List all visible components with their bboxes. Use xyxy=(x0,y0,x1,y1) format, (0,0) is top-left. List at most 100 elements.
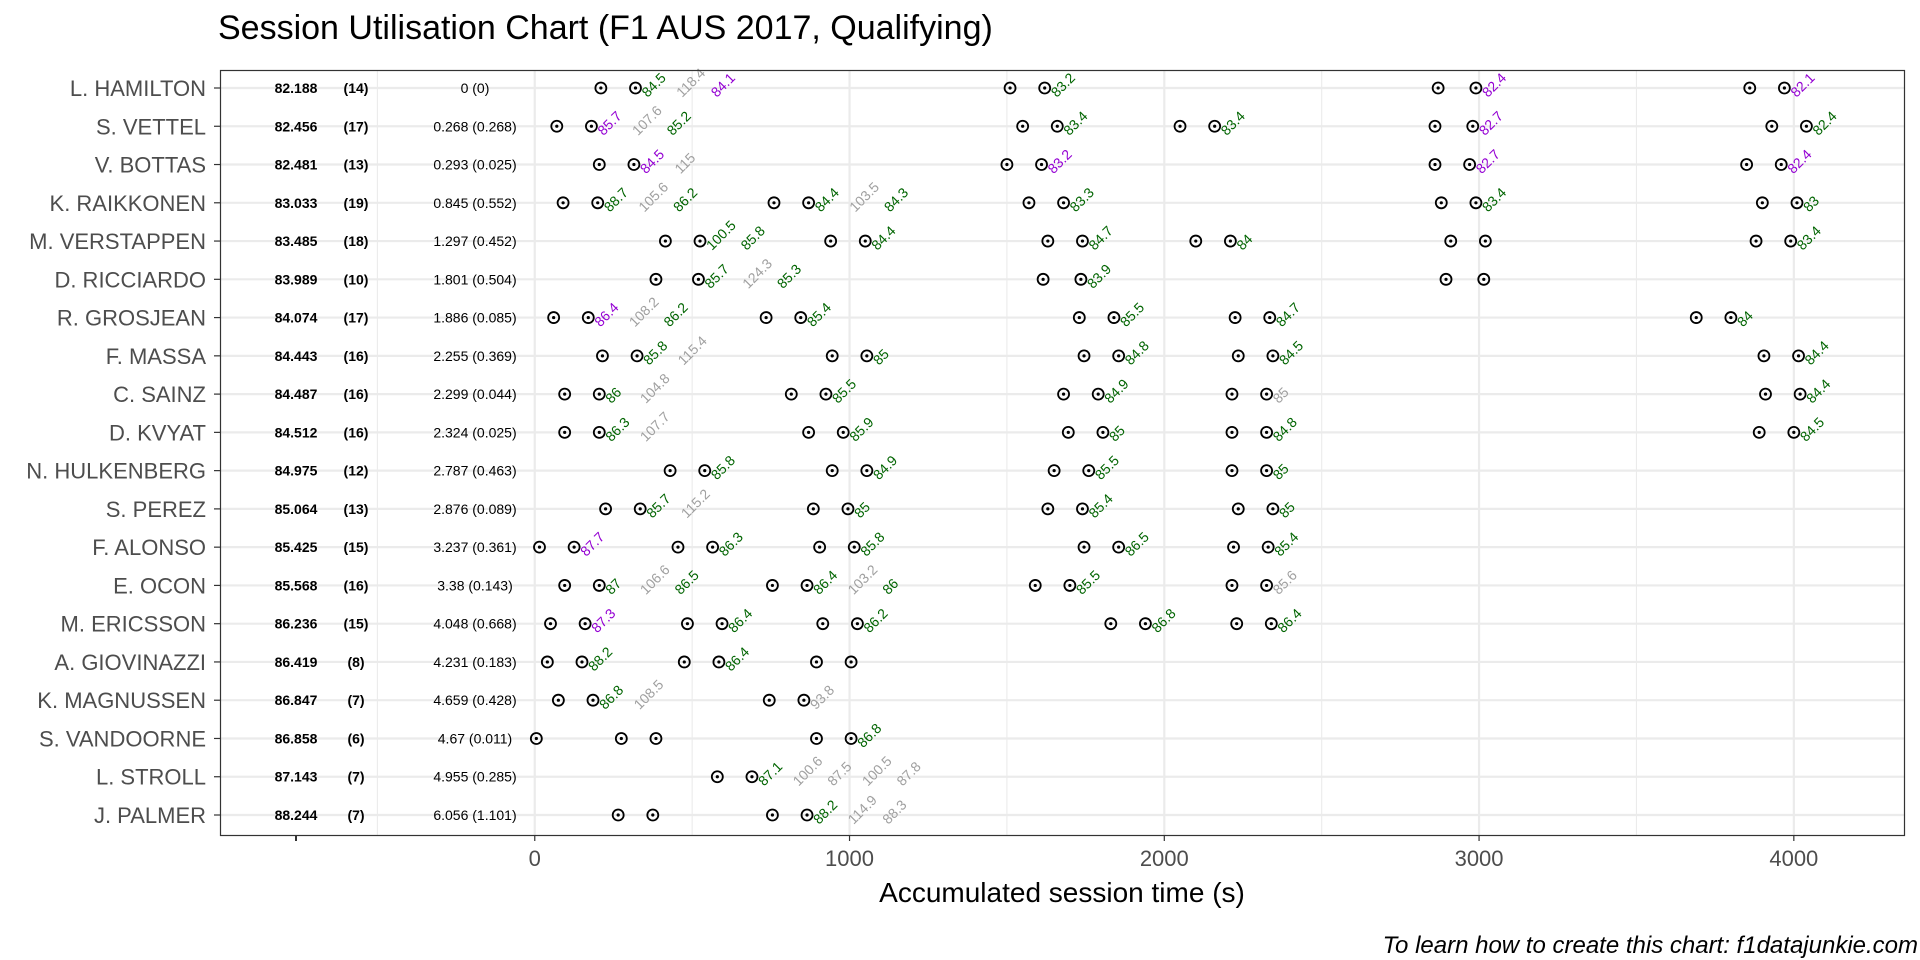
stint-marker-dot xyxy=(1230,469,1234,473)
stint-marker xyxy=(1439,272,1453,286)
best-lap-time: 82.481 xyxy=(275,157,318,173)
stint-marker xyxy=(681,617,694,631)
stint-marker xyxy=(1477,272,1491,286)
stint-marker xyxy=(1224,234,1237,248)
stint-marker xyxy=(1082,464,1096,478)
stint-marker xyxy=(698,464,712,478)
stint-marker xyxy=(759,311,773,324)
stint-marker xyxy=(1264,617,1278,631)
stint-marker-dot xyxy=(1471,124,1475,128)
stint-marker-dot xyxy=(1694,315,1698,320)
stint-marker xyxy=(592,425,606,439)
stint-marker-dot xyxy=(654,736,658,741)
stint-marker xyxy=(575,655,589,669)
stint-marker-dot xyxy=(580,660,584,664)
stint-marker-dot xyxy=(1041,277,1045,281)
gap-to-leader: 1.886 (0.085) xyxy=(433,310,516,326)
x-tick-label: 3000 xyxy=(1455,846,1504,871)
stint-marker-dot xyxy=(770,813,775,817)
lap-count: (15) xyxy=(344,539,369,555)
stint-marker xyxy=(1225,579,1239,592)
stint-marker-dot xyxy=(1792,430,1796,434)
stint-marker-dot xyxy=(1230,583,1234,588)
driver-name: R. GROSJEAN xyxy=(57,306,206,331)
lap-count: (13) xyxy=(344,501,369,517)
driver-name: L. HAMILTON xyxy=(70,76,206,101)
stint-marker-dot xyxy=(1264,469,1269,473)
stint-marker-dot xyxy=(591,698,595,702)
driver-name: J. PALMER xyxy=(94,803,206,828)
stint-marker-dot xyxy=(852,545,856,549)
stint-marker-dot xyxy=(548,622,553,626)
stint-marker-dot xyxy=(750,775,754,779)
stint-marker-dot xyxy=(805,813,809,817)
gap-to-leader: 0.268 (0.268) xyxy=(433,118,516,134)
stint-marker xyxy=(810,655,823,669)
stint-marker xyxy=(627,158,641,171)
stint-marker-dot xyxy=(555,124,559,128)
stint-marker xyxy=(1063,579,1077,592)
stint-marker-dot xyxy=(676,545,680,549)
driver-name: E. OCON xyxy=(113,573,206,598)
stint-marker-dot xyxy=(1757,430,1761,434)
stint-marker-dot xyxy=(1230,392,1234,396)
stint-marker xyxy=(1777,81,1791,95)
stint-marker-dot xyxy=(1433,124,1437,128)
stint-marker-dot xyxy=(1235,622,1239,626)
lap-count: (16) xyxy=(344,577,369,593)
stint-marker xyxy=(592,579,606,592)
stint-marker xyxy=(630,349,644,363)
stint-marker xyxy=(693,234,707,248)
stint-marker-dot xyxy=(651,813,655,817)
stint-marker-dot xyxy=(1474,86,1478,90)
stint-marker-dot xyxy=(807,430,811,434)
driver-name: S. VANDOORNE xyxy=(39,726,206,751)
stint-marker-dot xyxy=(633,86,638,90)
best-lap-time: 86.847 xyxy=(275,692,318,708)
stint-marker xyxy=(550,119,564,133)
stint-marker xyxy=(844,655,858,669)
best-lap-time: 84.512 xyxy=(275,424,318,440)
stint-marker-dot xyxy=(824,392,828,396)
stint-marker-dot xyxy=(597,430,601,434)
stint-marker-dot xyxy=(556,698,560,702)
stint-marker xyxy=(529,732,543,745)
stint-marker xyxy=(1266,502,1280,516)
stint-marker xyxy=(802,196,816,210)
best-lap-time: 85.425 xyxy=(275,539,318,555)
stint-marker xyxy=(592,158,606,171)
stint-marker xyxy=(1260,464,1273,478)
stint-marker xyxy=(1434,196,1448,210)
stint-marker-dot xyxy=(1796,354,1801,358)
stint-marker xyxy=(825,349,839,363)
stint-marker-dot xyxy=(534,736,538,741)
stint-marker-dot xyxy=(805,583,809,588)
lap-count: (16) xyxy=(344,348,369,364)
stint-marker xyxy=(1036,272,1050,286)
stint-marker xyxy=(1227,540,1240,554)
stint-marker-dot xyxy=(599,86,603,90)
stint-marker-dot xyxy=(616,813,620,817)
stint-marker-dot xyxy=(1021,124,1025,128)
stint-marker xyxy=(858,234,872,248)
stint-marker-dot xyxy=(1269,622,1273,626)
x-tick-label: 4000 xyxy=(1769,846,1818,871)
stint-marker xyxy=(592,387,606,401)
stint-marker-dot xyxy=(799,315,803,320)
stint-marker-dot xyxy=(865,354,869,358)
stint-marker-dot xyxy=(1052,469,1056,473)
stint-marker xyxy=(558,387,572,401)
stint-marker-dot xyxy=(1233,315,1237,320)
stint-marker xyxy=(558,425,572,439)
gap-to-leader: 4.955 (0.285) xyxy=(433,769,516,785)
stint-marker-dot xyxy=(561,201,565,205)
axis-layer: 0 1000 2000 3000 4000 L. HAMILTON S. VETTEL V. … xyxy=(26,76,1818,871)
stint-marker-dot xyxy=(770,583,775,588)
gap-to-leader: 0.293 (0.025) xyxy=(433,157,516,173)
driver-name: D. KVYAT xyxy=(109,420,206,445)
stint-marker xyxy=(1057,387,1070,401)
stint-marker xyxy=(1038,81,1052,95)
stint-marker-dot xyxy=(715,775,719,779)
stint-marker xyxy=(844,732,858,745)
